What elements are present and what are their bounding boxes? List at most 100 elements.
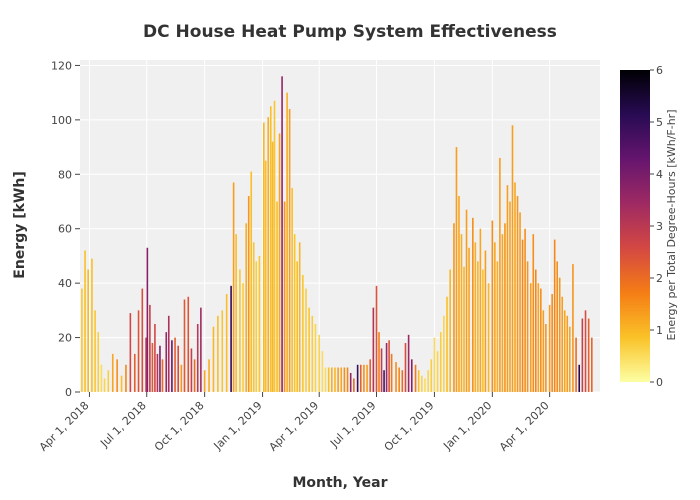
bar bbox=[521, 239, 524, 392]
colorbar-ticks: 0 1 2 3 4 5 6 bbox=[650, 64, 663, 389]
bar bbox=[390, 353, 393, 392]
bar bbox=[383, 370, 385, 392]
bar bbox=[563, 310, 566, 392]
bar bbox=[196, 323, 199, 392]
bar bbox=[526, 261, 529, 392]
bar bbox=[324, 367, 327, 392]
bar bbox=[353, 378, 355, 392]
bar bbox=[314, 323, 317, 392]
bars bbox=[81, 76, 593, 393]
bar bbox=[581, 318, 584, 392]
bar bbox=[271, 141, 274, 392]
bar bbox=[385, 343, 388, 392]
bar bbox=[558, 277, 561, 392]
y-tick-label: 0 bbox=[65, 386, 72, 399]
bar bbox=[250, 171, 253, 392]
bar bbox=[174, 337, 176, 392]
bar bbox=[337, 367, 339, 392]
bar bbox=[283, 201, 286, 392]
bar bbox=[327, 367, 330, 392]
bar bbox=[116, 359, 118, 392]
bar bbox=[193, 359, 196, 392]
bar bbox=[484, 250, 487, 392]
bar bbox=[100, 364, 103, 392]
bar bbox=[107, 370, 110, 392]
bar bbox=[366, 364, 368, 392]
bar bbox=[171, 340, 173, 392]
bar bbox=[433, 337, 436, 392]
bar bbox=[443, 315, 445, 392]
bar bbox=[149, 304, 151, 392]
y-tick-label: 120 bbox=[51, 59, 72, 72]
bar bbox=[477, 261, 479, 392]
bar bbox=[278, 133, 281, 392]
bar bbox=[212, 326, 215, 392]
bar bbox=[156, 353, 159, 392]
bar bbox=[321, 351, 324, 392]
x-axis-ticks: Apr 1, 2018 Jul 1, 2018 Oct 1, 2018 Jan 1, … bbox=[37, 392, 552, 454]
bar bbox=[516, 196, 519, 392]
x-tick-label: Oct 1, 2019 bbox=[382, 399, 437, 454]
bar bbox=[151, 343, 154, 392]
bar bbox=[551, 294, 553, 392]
bar bbox=[407, 334, 410, 392]
bar bbox=[232, 182, 235, 392]
colorbar bbox=[620, 70, 650, 382]
x-tick-label: Jan 1, 2019 bbox=[211, 399, 265, 453]
y-axis-title: Energy [kWh] bbox=[12, 171, 28, 278]
bar bbox=[537, 283, 540, 392]
bar bbox=[187, 296, 190, 392]
bar bbox=[401, 370, 404, 392]
bar bbox=[120, 375, 123, 392]
bar bbox=[548, 304, 551, 392]
x-axis-title: Month, Year bbox=[292, 475, 387, 491]
bar bbox=[296, 261, 298, 392]
bar bbox=[430, 359, 433, 392]
bar bbox=[165, 332, 168, 392]
bar bbox=[496, 261, 499, 392]
bar bbox=[273, 100, 276, 392]
bar bbox=[281, 76, 283, 392]
bar bbox=[340, 367, 343, 392]
bar bbox=[286, 92, 288, 393]
bar bbox=[417, 370, 420, 392]
bar bbox=[545, 323, 547, 392]
bar bbox=[375, 285, 378, 392]
bar bbox=[252, 242, 255, 392]
bar bbox=[501, 234, 504, 392]
bar bbox=[235, 234, 237, 392]
bar bbox=[427, 370, 429, 392]
bar bbox=[388, 340, 390, 392]
bar bbox=[331, 367, 333, 392]
bar bbox=[111, 353, 114, 392]
x-tick-label: Apr 1, 2019 bbox=[267, 399, 322, 454]
bar bbox=[308, 307, 310, 392]
bar bbox=[221, 310, 224, 392]
bar bbox=[465, 209, 468, 392]
bar bbox=[474, 242, 477, 392]
bar bbox=[540, 288, 542, 392]
bar bbox=[343, 367, 346, 392]
chart-title: DC House Heat Pump System Effectiveness bbox=[143, 22, 557, 42]
bar bbox=[519, 212, 521, 392]
bar bbox=[103, 378, 106, 392]
bar bbox=[302, 274, 304, 392]
x-tick-label: Apr 1, 2020 bbox=[497, 399, 552, 454]
colorbar-tick-label: 1 bbox=[656, 324, 663, 337]
bar bbox=[91, 258, 93, 392]
bar bbox=[524, 228, 526, 392]
colorbar-tick-label: 6 bbox=[656, 64, 663, 77]
bar bbox=[455, 147, 458, 392]
colorbar-tick-label: 0 bbox=[656, 376, 663, 389]
bar bbox=[460, 234, 463, 392]
bar bbox=[161, 359, 164, 392]
bar bbox=[154, 323, 156, 392]
bar bbox=[587, 318, 590, 392]
bar bbox=[276, 201, 278, 392]
bar bbox=[575, 337, 577, 392]
bar bbox=[159, 345, 161, 392]
bar bbox=[529, 283, 532, 392]
y-axis-ticks: 0 20 40 60 80 100 120 bbox=[51, 59, 80, 399]
bar bbox=[137, 310, 140, 392]
